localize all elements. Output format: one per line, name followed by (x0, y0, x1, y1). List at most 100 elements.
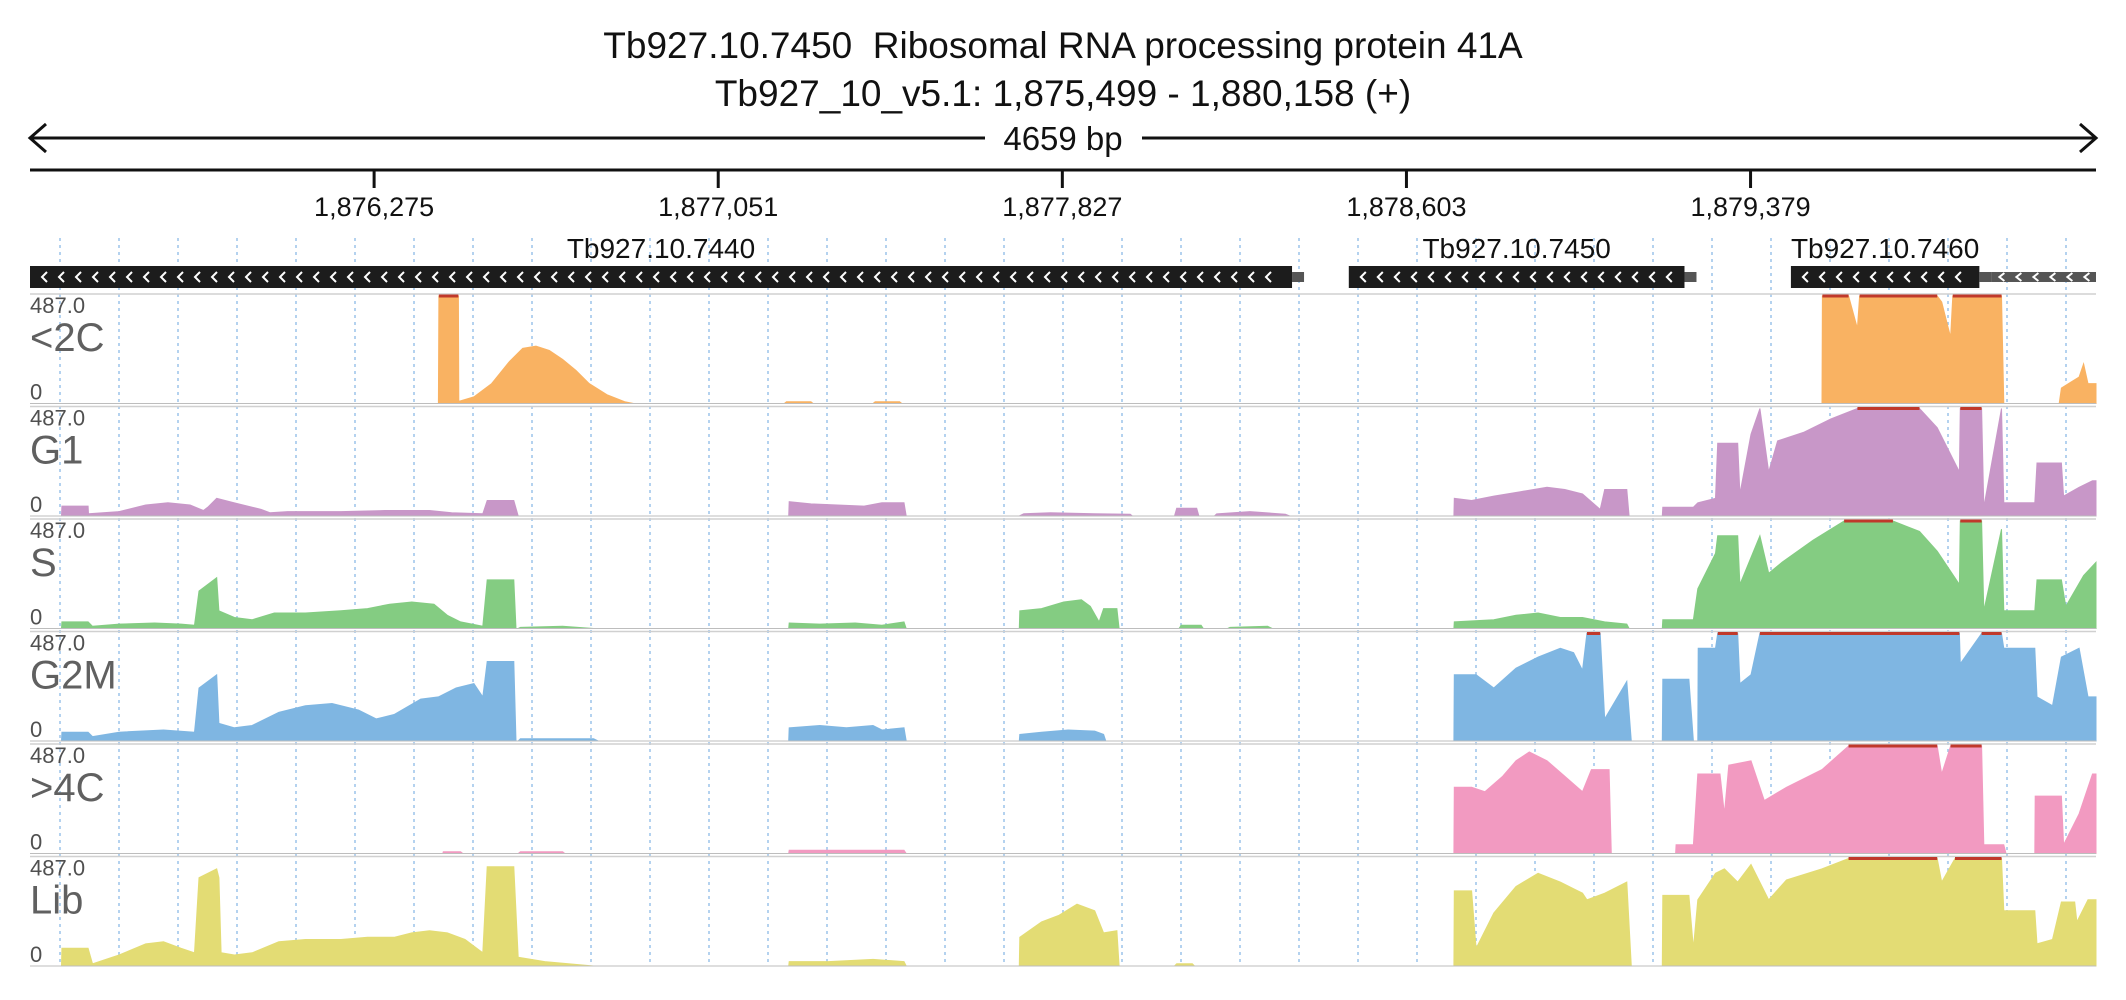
strand-arrow-icon (924, 271, 932, 283)
gene-body-1 (1348, 266, 1685, 288)
strand-arrow-icon (1179, 271, 1187, 283)
track-ymin-label: 0 (30, 492, 42, 517)
coverage-tracks: 487.00<2C487.00G1487.00S487.00G2M487.00>… (30, 293, 2097, 967)
strand-arrow-icon (142, 271, 150, 283)
strand-arrow-icon (1903, 271, 1911, 283)
strand-arrow-icon (516, 271, 524, 283)
coverage-area (61, 408, 2097, 517)
strand-arrow-icon (1563, 271, 1571, 283)
strand-arrow-icon (2031, 272, 2039, 282)
strand-arrow-icon (397, 271, 405, 283)
track-name-label: G2M (30, 654, 117, 698)
tick-label-3: 1,878,603 (1346, 192, 1466, 222)
strand-arrow-icon (380, 271, 388, 283)
strand-arrow-icon (703, 271, 711, 283)
strand-arrow-icon (329, 271, 337, 283)
tick-label-4: 1,879,379 (1690, 192, 1810, 222)
strand-arrow-icon (992, 271, 1000, 283)
strand-arrow-icon (856, 271, 864, 283)
track-1: 487.0 0 G1 (30, 406, 2097, 517)
gene-strand-arrows-0 (40, 271, 1272, 283)
strand-arrow-icon (74, 271, 82, 283)
gene-body-0 (30, 266, 1293, 288)
strand-arrow-icon (2082, 272, 2090, 282)
strand-arrow-icon (1546, 271, 1554, 283)
strand-arrow-icon (754, 271, 762, 283)
strand-arrow-icon (652, 271, 660, 283)
gene-label-0: Tb927.10.7440 (567, 233, 755, 264)
strand-arrow-icon (465, 271, 473, 283)
strand-arrow-icon (499, 271, 507, 283)
strand-arrow-icon (567, 271, 575, 283)
strand-arrow-icon (2065, 272, 2073, 282)
strand-arrow-icon (1648, 271, 1656, 283)
strand-arrow-icon (210, 271, 218, 283)
gene-utr-0 (1292, 272, 1305, 282)
strand-arrow-icon (1869, 271, 1877, 283)
strand-arrow-icon (261, 271, 269, 283)
strand-arrow-icon (1145, 271, 1153, 283)
strand-arrow-icon (1128, 271, 1136, 283)
strand-arrow-icon (1461, 271, 1469, 283)
track-ymax-label: 487.0 (30, 743, 85, 768)
strand-arrow-icon (618, 271, 626, 283)
span-arrow-left-icon (27, 122, 47, 154)
strand-arrow-icon (482, 271, 490, 283)
strand-arrow-icon (1614, 271, 1622, 283)
strand-arrow-icon (1376, 271, 1384, 283)
strand-arrow-icon (1060, 271, 1068, 283)
strand-arrow-icon (2014, 272, 2022, 282)
coverage-area (61, 858, 2097, 967)
strand-arrow-icon (193, 271, 201, 283)
strand-arrow-icon (822, 271, 830, 283)
strand-arrow-icon (363, 271, 371, 283)
strand-arrow-icon (584, 271, 592, 283)
track-ymax-label: 487.0 (30, 406, 85, 431)
track-ymin-label: 0 (30, 830, 42, 855)
track-ymax-label: 487.0 (30, 856, 85, 881)
strand-arrow-icon (1359, 271, 1367, 283)
track-ymin-label: 0 (30, 717, 42, 742)
gene-tail (1991, 272, 2096, 282)
gene-utr-1 (1684, 272, 1697, 282)
strand-arrow-icon (1247, 271, 1255, 283)
strand-arrow-icon (1043, 271, 1051, 283)
strand-arrow-icon (1478, 271, 1486, 283)
track-ymax-label: 487.0 (30, 293, 85, 318)
strand-arrow-icon (57, 271, 65, 283)
strand-arrow-icon (1444, 271, 1452, 283)
strand-arrow-icon (1937, 271, 1945, 283)
strand-arrow-icon (873, 271, 881, 283)
strand-arrow-icon (1026, 271, 1034, 283)
strand-arrow-icon (533, 271, 541, 283)
strand-arrow-icon (244, 271, 252, 283)
strand-arrow-icon (1835, 271, 1843, 283)
span-label: 4659 bp (1003, 120, 1122, 157)
strand-arrow-icon (159, 271, 167, 283)
track-ymax-label: 487.0 (30, 631, 85, 656)
strand-arrow-icon (1529, 271, 1537, 283)
strand-arrow-icon (1213, 271, 1221, 283)
strand-arrow-icon (958, 271, 966, 283)
strand-arrow-icon (1920, 271, 1928, 283)
gene-utr-2 (1979, 272, 1992, 282)
strand-arrow-icon (550, 271, 558, 283)
strand-arrow-icon (1264, 271, 1272, 283)
scale-ticks: 1,876,275 1,877,051 1,877,827 1,878,603 1,87… (314, 170, 1811, 222)
strand-arrow-icon (431, 271, 439, 283)
track-ymin-label: 0 (30, 942, 42, 967)
strand-arrow-icon (1512, 271, 1520, 283)
tick-label-1: 1,877,051 (658, 192, 778, 222)
gene-strand-arrows-1 (1359, 271, 1673, 283)
gene-body-2 (1790, 266, 1980, 288)
strand-arrow-icon (1393, 271, 1401, 283)
chart-title: Tb927.10.7450 Ribosomal RNA processing p… (603, 25, 1523, 66)
strand-arrow-icon (448, 271, 456, 283)
strand-arrow-icon (1801, 271, 1809, 283)
coverage-area (437, 295, 2097, 404)
track-3: 487.0 0 G2M (30, 631, 2097, 742)
strand-arrow-icon (1631, 271, 1639, 283)
track-name-label: <2C (30, 316, 105, 360)
strand-arrow-icon (720, 271, 728, 283)
